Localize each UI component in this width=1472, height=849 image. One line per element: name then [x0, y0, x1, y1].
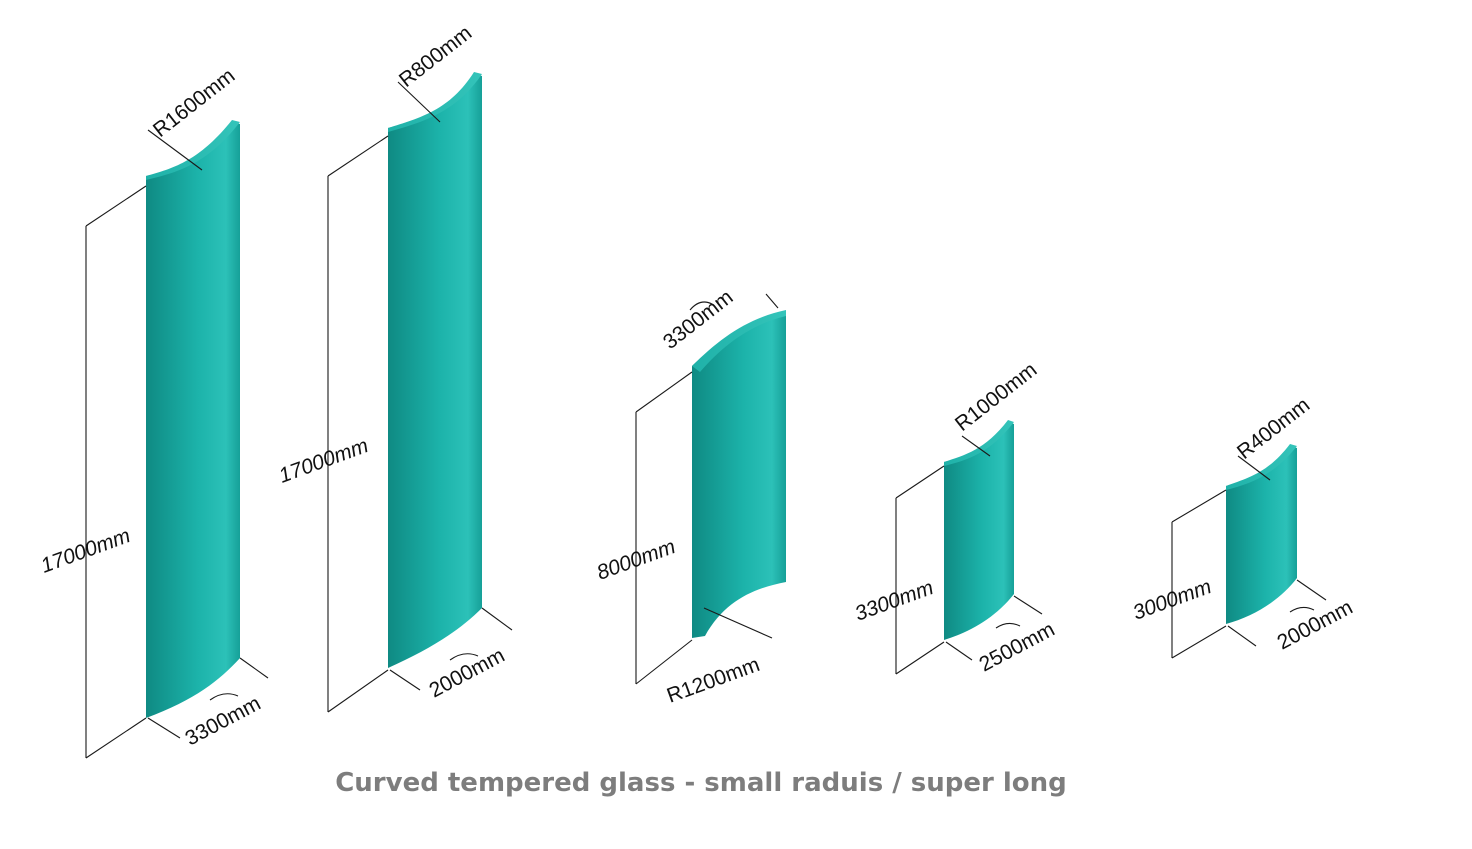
radius-label-4: R1000mm: [951, 358, 1041, 436]
glass-body-3: [692, 312, 786, 638]
radius-label-5: R400mm: [1233, 393, 1314, 464]
glass-top-edge-4: [944, 420, 1014, 466]
arc-label-2: 2000mm: [426, 644, 509, 703]
height-label-2: 17000mm: [276, 434, 372, 488]
radius-label-2: R800mm: [395, 21, 476, 92]
arc-label-1: 3300mm: [182, 692, 265, 751]
glass-panel-4: [895, 420, 1043, 675]
glass-panel-1: [85, 120, 269, 759]
glass-body-2: [388, 74, 482, 668]
glass-top-edge-1: [146, 120, 240, 180]
glass-body-1: [146, 122, 240, 718]
glass-body-5: [1226, 446, 1297, 624]
arc-label-5: 2000mm: [1274, 596, 1357, 655]
glass-body-4: [944, 422, 1014, 640]
glass-top-edge-2: [388, 72, 482, 132]
glass-panel-5: [1171, 444, 1327, 659]
arc-label-4: 2500mm: [976, 618, 1059, 677]
glass-panel-3: [635, 293, 786, 685]
glass-top-edge-3: [692, 310, 786, 372]
height-label-4: 3300mm: [852, 576, 937, 626]
glass-top-edge-5: [1226, 444, 1297, 490]
glass-panel-2: [327, 72, 513, 713]
diagram-caption: Curved tempered glass - small raduis / s…: [335, 768, 1067, 798]
radius-label-3: R1200mm: [664, 653, 763, 708]
